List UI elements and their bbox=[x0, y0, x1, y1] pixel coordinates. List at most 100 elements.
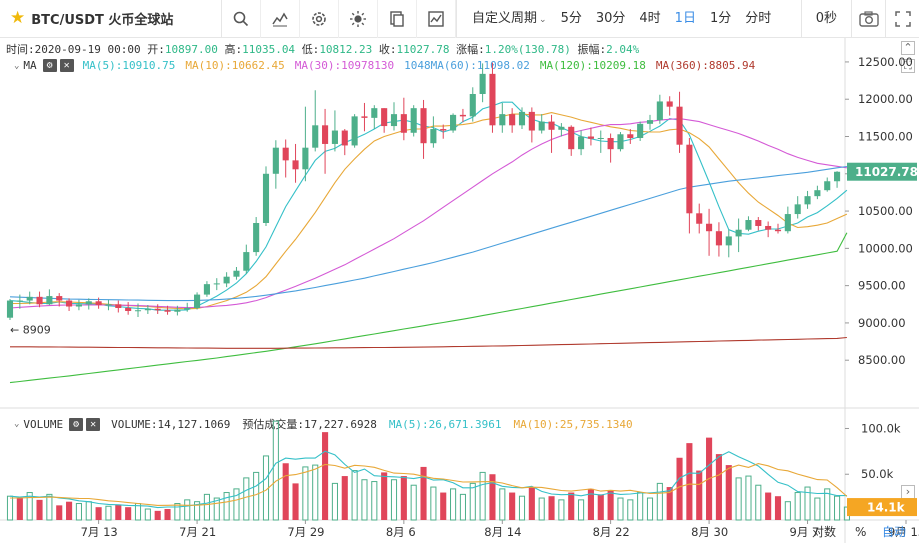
period-4h[interactable]: 4时 bbox=[639, 10, 661, 26]
volume-bar bbox=[725, 465, 732, 520]
candle-body bbox=[755, 220, 762, 226]
candle-body bbox=[164, 310, 171, 312]
volume-bar bbox=[548, 496, 555, 520]
volume-bar bbox=[164, 509, 171, 520]
candle-body bbox=[243, 252, 250, 271]
symbol-name: BTC/USDT 火币全球站 bbox=[31, 13, 174, 28]
candle-body bbox=[745, 220, 752, 230]
candle-body bbox=[115, 304, 122, 309]
volume-bar bbox=[450, 488, 457, 521]
price-tick-label: 12500.00 bbox=[858, 55, 913, 69]
low-label: 低: bbox=[301, 43, 320, 56]
candle-body bbox=[430, 129, 437, 144]
image-chart-icon[interactable] bbox=[417, 0, 456, 38]
ma-line-ma360 bbox=[10, 336, 847, 349]
candle-body bbox=[410, 108, 417, 133]
ma-legend-item: MA(5):10910.75 bbox=[82, 59, 176, 72]
price-tick-label: 10000.00 bbox=[858, 241, 913, 255]
candle-body bbox=[361, 116, 368, 118]
x-tick-label: 8月 6 bbox=[386, 525, 416, 539]
volume-bar bbox=[666, 487, 673, 520]
open-value: 10897.00 bbox=[164, 43, 218, 56]
volume-bar bbox=[735, 477, 742, 521]
volume-bar bbox=[223, 492, 230, 521]
ma-close-icon[interactable]: ✕ bbox=[59, 59, 74, 72]
volume-bar bbox=[528, 487, 535, 520]
x-tick-label: 9月 7 bbox=[790, 525, 820, 539]
price-tick-label: 11500.00 bbox=[858, 130, 913, 144]
volume-bar bbox=[686, 443, 693, 520]
volume-label: VOLUME bbox=[23, 417, 64, 431]
settings-icon[interactable] bbox=[300, 0, 339, 38]
volume-ma5: MA(5):26,671.3961 bbox=[388, 417, 502, 431]
candle-body bbox=[331, 130, 338, 144]
candle-body bbox=[459, 114, 466, 117]
tool-icons bbox=[222, 0, 456, 38]
expand-pane-icon[interactable]: ⛶ bbox=[901, 59, 915, 73]
candle-body bbox=[184, 308, 191, 310]
volume-bar bbox=[568, 492, 575, 520]
copy-icon[interactable] bbox=[378, 0, 417, 38]
custom-period-dropdown[interactable]: 自定义周期 ⌄ bbox=[465, 0, 554, 38]
camera-icon[interactable] bbox=[851, 0, 885, 38]
volume-bar bbox=[312, 464, 319, 521]
volume-bar bbox=[56, 505, 63, 520]
candle-body bbox=[784, 214, 791, 232]
time-label: 时间: bbox=[6, 43, 35, 56]
volume-bar bbox=[154, 510, 161, 520]
ma-settings-icon[interactable]: ⚙ bbox=[42, 59, 57, 72]
collapse-caret-icon[interactable]: ⌄ bbox=[14, 60, 20, 71]
candle-body bbox=[656, 101, 663, 121]
candle-body bbox=[292, 160, 299, 170]
price-chart[interactable]: 12500.0012000.0011500.0011000.0010500.00… bbox=[0, 38, 919, 543]
candle-body bbox=[125, 308, 132, 311]
chevron-down-icon: ⌄ bbox=[539, 14, 547, 25]
collapse-caret-icon[interactable]: ⌄ bbox=[14, 419, 20, 429]
amp-value: 2.04% bbox=[606, 43, 640, 56]
volume-bar bbox=[518, 495, 526, 521]
period-5m[interactable]: 5分 bbox=[560, 10, 582, 26]
volume-bar bbox=[479, 471, 486, 521]
last-price-tag bbox=[847, 162, 917, 181]
period-time[interactable]: 分时 bbox=[745, 10, 772, 26]
symbol-selector[interactable]: ★ BTC/USDT 火币全球站 bbox=[0, 0, 222, 38]
ma-line-ma30 bbox=[9, 118, 847, 309]
volume-bar bbox=[105, 505, 112, 521]
price-tick-label: 10500.00 bbox=[858, 204, 913, 218]
volume-bar bbox=[489, 474, 496, 520]
period-1m[interactable]: 1分 bbox=[709, 10, 732, 26]
price-tick-label: 9500.00 bbox=[858, 279, 906, 293]
auto-scale-toggle[interactable]: 自动 bbox=[882, 525, 906, 539]
volume-bar bbox=[794, 492, 801, 521]
time-value: 2020-09-19 00:00 bbox=[34, 43, 141, 56]
volume-bar bbox=[558, 499, 565, 521]
volume-bar bbox=[351, 470, 358, 521]
volume-bar bbox=[184, 499, 191, 521]
x-tick-label: 8月 22 bbox=[593, 525, 630, 539]
volume-bar bbox=[440, 492, 447, 520]
candle-body bbox=[765, 225, 772, 230]
volume-bar bbox=[331, 482, 338, 521]
volume-bar bbox=[410, 484, 417, 521]
fullscreen-icon[interactable] bbox=[885, 0, 919, 38]
volume-settings-icon[interactable]: ⚙ bbox=[69, 417, 84, 431]
volume-bar bbox=[774, 496, 782, 520]
indicator-icon[interactable] bbox=[261, 0, 300, 38]
search-icon[interactable] bbox=[222, 0, 261, 38]
period-1d[interactable]: 1日 bbox=[674, 10, 696, 26]
candle-body bbox=[617, 134, 624, 150]
favorite-star-icon[interactable]: ★ bbox=[10, 8, 26, 28]
collapse-pane-icon[interactable]: ⌃ bbox=[901, 41, 915, 55]
ohlc-readout: 时间:2020-09-19 00:00 开:10897.00 高:11035.0… bbox=[6, 41, 639, 57]
ma-line-ma5 bbox=[9, 101, 848, 311]
current-volume-label: 14.1k bbox=[867, 501, 906, 515]
theme-icon[interactable] bbox=[339, 0, 378, 38]
candle-body bbox=[154, 308, 161, 311]
amp-label: 振幅: bbox=[577, 43, 607, 56]
percent-scale-toggle[interactable]: % bbox=[855, 525, 866, 539]
volume-bar bbox=[16, 498, 23, 520]
volume-close-icon[interactable]: ✕ bbox=[86, 417, 101, 431]
volume-bar bbox=[174, 503, 181, 521]
period-30m[interactable]: 30分 bbox=[595, 10, 626, 26]
volume-bar bbox=[676, 457, 683, 520]
